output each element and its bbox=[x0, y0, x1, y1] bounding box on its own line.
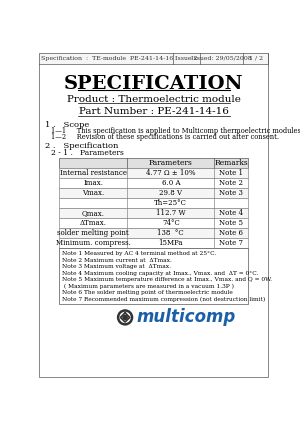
Text: 1—1     This specification is applied to Multicomp thermoelectric modules: 1—1 This specification is applied to Mul… bbox=[52, 127, 300, 135]
Bar bbox=[59, 158, 248, 168]
Text: ( Maximum parameters are measured in a vacuum 1.3P ): ( Maximum parameters are measured in a v… bbox=[61, 283, 233, 289]
Bar bbox=[59, 208, 248, 218]
Text: 112.7 W: 112.7 W bbox=[156, 209, 186, 217]
Text: Part Number : PE-241-14-16: Part Number : PE-241-14-16 bbox=[79, 107, 229, 116]
Text: Internal resistance: Internal resistance bbox=[60, 169, 127, 177]
Text: Issue 2: Issue 2 bbox=[175, 56, 198, 61]
Text: 2 - 1 .   Parameters: 2 - 1 . Parameters bbox=[52, 149, 124, 157]
Text: Parameters: Parameters bbox=[149, 159, 193, 167]
Text: Product : Thermoelectric module: Product : Thermoelectric module bbox=[67, 95, 241, 104]
Text: Note 4: Note 4 bbox=[219, 209, 243, 217]
Text: Note 3 Maximum voltage at  ΔTmax.: Note 3 Maximum voltage at ΔTmax. bbox=[61, 264, 170, 269]
Bar bbox=[59, 168, 248, 178]
Text: Issued: 29/05/2008: Issued: 29/05/2008 bbox=[191, 56, 252, 61]
Text: 1 / 2: 1 / 2 bbox=[249, 56, 263, 61]
Bar bbox=[59, 248, 248, 303]
Bar bbox=[59, 228, 248, 238]
Bar bbox=[59, 178, 248, 188]
Bar bbox=[59, 188, 248, 198]
Text: 4.77 Ω ± 10%: 4.77 Ω ± 10% bbox=[146, 169, 196, 177]
Bar bbox=[39, 53, 268, 64]
Text: 1—2     Revision of these specifications is carried out after consent.: 1—2 Revision of these specifications is … bbox=[52, 133, 280, 141]
Text: 15MPa: 15MPa bbox=[158, 239, 183, 247]
Text: Specification  :  TE-module  PE-241-14-16: Specification : TE-module PE-241-14-16 bbox=[40, 56, 173, 61]
Text: Th=25°C: Th=25°C bbox=[154, 199, 187, 207]
Text: Note 2: Note 2 bbox=[219, 179, 243, 187]
Text: Note 6 The solder melting point of thermoelectric module: Note 6 The solder melting point of therm… bbox=[61, 290, 232, 295]
Text: Note 5 Maximum temperature difference at Imax., Vmax. and Q = 0W.: Note 5 Maximum temperature difference at… bbox=[61, 277, 272, 282]
Text: Note 1 Measured by AC 4 terminal method at 25°C.: Note 1 Measured by AC 4 terminal method … bbox=[61, 251, 216, 256]
Text: ΔTmax.: ΔTmax. bbox=[80, 219, 107, 227]
Text: solder melting point: solder melting point bbox=[58, 229, 129, 237]
Text: 6.0 A: 6.0 A bbox=[162, 179, 180, 187]
Text: 138  °C: 138 °C bbox=[158, 229, 184, 237]
Bar bbox=[59, 238, 248, 248]
Text: Minimum. compress.: Minimum. compress. bbox=[56, 239, 131, 247]
Text: Imax.: Imax. bbox=[83, 179, 103, 187]
Text: 1 .   Scope: 1 . Scope bbox=[45, 121, 89, 129]
Text: Qmax.: Qmax. bbox=[82, 209, 105, 217]
Text: Remarks: Remarks bbox=[214, 159, 248, 167]
Text: 2 .   Specification: 2 . Specification bbox=[45, 142, 118, 150]
Text: Note 6: Note 6 bbox=[219, 229, 243, 237]
Text: multicomp: multicomp bbox=[137, 309, 236, 326]
Bar bbox=[59, 198, 248, 208]
Text: Note 1: Note 1 bbox=[219, 169, 243, 177]
Text: 74°C: 74°C bbox=[162, 219, 180, 227]
Text: Note 4 Maximum cooling capacity at Imax., Vmax. and  ΔT = 0°C.: Note 4 Maximum cooling capacity at Imax.… bbox=[61, 271, 258, 276]
Text: Note 3: Note 3 bbox=[219, 189, 243, 197]
Text: Note 2 Maximum current at  ΔTmax.: Note 2 Maximum current at ΔTmax. bbox=[61, 258, 171, 263]
Bar bbox=[59, 218, 248, 228]
Text: SPECIFICATION: SPECIFICATION bbox=[64, 75, 244, 93]
Circle shape bbox=[123, 315, 127, 320]
Text: Note 5: Note 5 bbox=[219, 219, 243, 227]
Bar bbox=[39, 53, 268, 64]
Text: Vmax.: Vmax. bbox=[82, 189, 104, 197]
Text: Note 7: Note 7 bbox=[219, 239, 243, 247]
Text: Note 7 Recommended maximum compression (not destruction limit): Note 7 Recommended maximum compression (… bbox=[61, 297, 265, 302]
Text: 29.8 V: 29.8 V bbox=[159, 189, 182, 197]
